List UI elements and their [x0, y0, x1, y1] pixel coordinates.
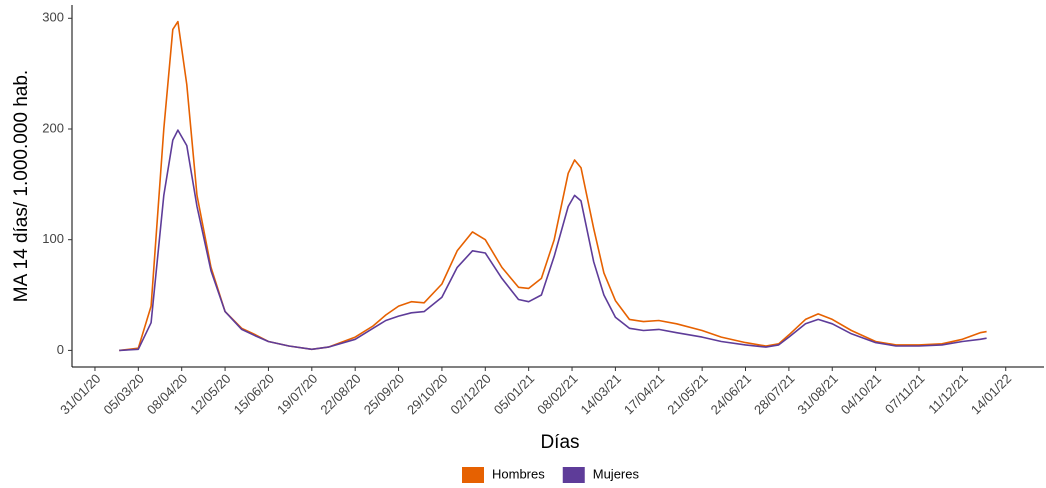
x-tick-label: 29/10/20	[404, 371, 450, 417]
x-tick-label: 11/12/21	[925, 371, 971, 417]
x-tick-label: 05/01/21	[491, 371, 537, 417]
x-tick-label: 31/08/21	[794, 371, 840, 417]
x-tick-label: 05/03/20	[100, 371, 146, 417]
x-tick-label: 28/07/21	[751, 371, 797, 417]
x-tick-label: 04/10/21	[838, 371, 884, 417]
y-tick-label: 200	[42, 120, 64, 135]
x-tick-label: 25/09/20	[361, 371, 407, 417]
x-tick-label: 17/04/21	[621, 371, 667, 417]
x-tick-label: 12/05/20	[187, 371, 233, 417]
y-tick-label: 100	[42, 231, 64, 246]
line	[119, 129, 987, 352]
y-axis-title: MA 14 días/ 1.000.000 hab.	[11, 70, 32, 302]
legend-label: Hombres	[492, 466, 545, 481]
x-tick-label: 19/07/20	[274, 371, 320, 417]
legend-label: Mujeres	[593, 466, 640, 481]
x-tick-label: 22/08/20	[317, 371, 363, 417]
x-tick-label: 21/05/21	[664, 371, 710, 417]
x-tick-label: 14/03/21	[578, 371, 624, 417]
line	[119, 20, 987, 352]
x-axis-title: Días	[540, 432, 579, 453]
x-tick-label: 08/04/20	[144, 371, 190, 417]
y-tick-label: 300	[42, 10, 64, 25]
x-tick-label: 14/01/22	[968, 371, 1014, 417]
x-tick-label: 15/06/20	[231, 371, 277, 417]
x-tick-label: 31/01/20	[57, 371, 103, 417]
x-tick-label: 02/12/20	[447, 371, 493, 417]
y-tick-label: 0	[57, 342, 64, 357]
x-tick-label: 08/02/21	[534, 371, 580, 417]
legend-swatch	[462, 467, 484, 483]
x-tick-label: 24/06/21	[708, 371, 754, 417]
legend-swatch	[562, 467, 585, 483]
x-tick-label: 07/11/21	[882, 371, 928, 417]
